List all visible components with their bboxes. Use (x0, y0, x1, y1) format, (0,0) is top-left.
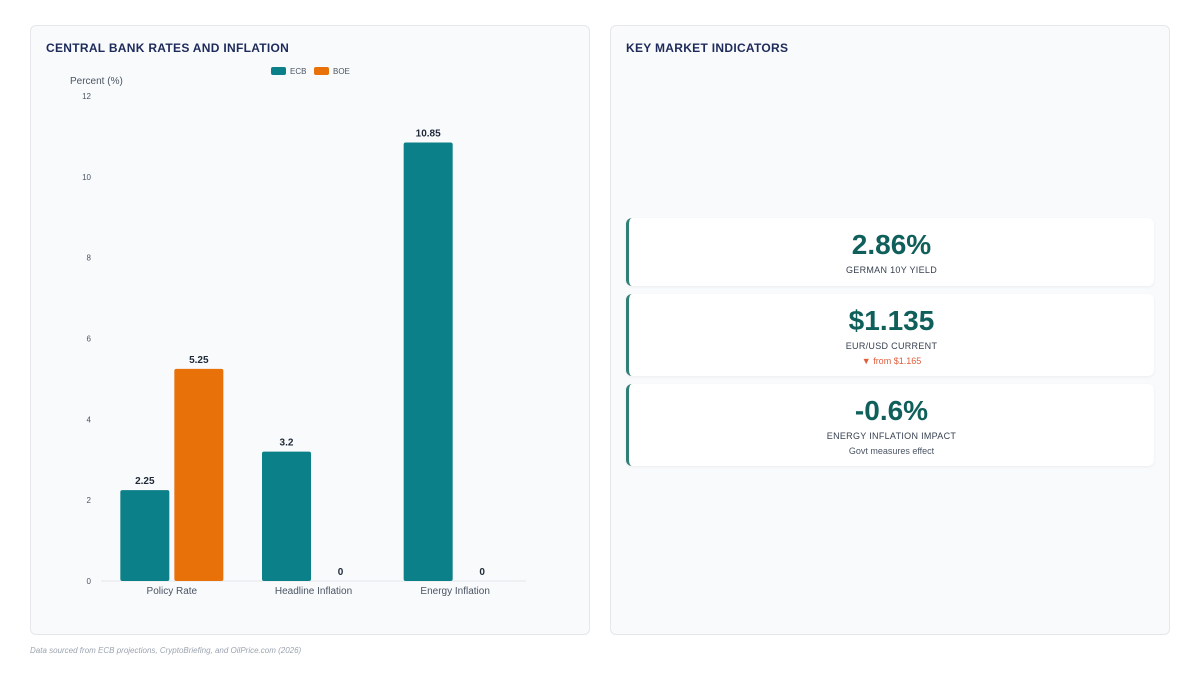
source-note: Data sourced from ECB projections, Crypt… (30, 646, 302, 655)
data-label: 0 (338, 567, 344, 578)
y-tick-label: 6 (87, 335, 92, 344)
kpi-label: EUR/USD CURRENT (845, 341, 938, 351)
x-tick-label: Policy Rate (147, 586, 198, 597)
legend-label-ecb: ECB (290, 67, 306, 76)
y-tick-label: 8 (87, 254, 92, 263)
y-tick-label: 0 (87, 577, 92, 586)
chart-panel: CENTRAL BANK RATES AND INFLATION Percent… (30, 25, 590, 635)
data-label: 2.25 (135, 476, 155, 487)
bar-chart: Percent (%) 0 2 4 6 8 10 12 ECB BOE 2.25 5.25 Policy… (70, 67, 526, 597)
legend-swatch-boe (314, 67, 329, 75)
y-tick-label: 2 (87, 496, 92, 505)
data-label: 0 (479, 567, 485, 578)
kpi-value: $1.135 (848, 305, 935, 336)
bar-ecb (262, 451, 311, 581)
kpi-card-eurusd: $1.135 EUR/USD CURRENT ▼ from $1.165 (626, 294, 1154, 376)
kpi-value: 2.86% (851, 229, 932, 260)
x-tick-label: Headline Inflation (275, 586, 352, 597)
kpi-panel-title: KEY MARKET INDICATORS (626, 41, 789, 55)
legend-swatch-ecb (271, 67, 286, 75)
data-label: 5.25 (189, 355, 209, 366)
x-tick-label: Energy Inflation (420, 586, 490, 597)
kpi-panel: KEY MARKET INDICATORS 2.86% GERMAN 10Y Y… (610, 25, 1170, 635)
legend-label-boe: BOE (333, 67, 350, 76)
y-tick-label: 12 (82, 92, 91, 101)
kpi-label: GERMAN 10Y YIELD (845, 265, 937, 275)
kpi-card-german-yield: 2.86% GERMAN 10Y YIELD (626, 218, 1154, 286)
bar-boe (174, 368, 224, 581)
kpi-value: -0.6% (854, 395, 929, 426)
kpi-card-energy-impact: -0.6% ENERGY INFLATION IMPACT Govt measu… (626, 384, 1154, 466)
chart-title: CENTRAL BANK RATES AND INFLATION (46, 41, 290, 55)
y-tick-label: 10 (82, 173, 91, 182)
y-axis-label: Percent (%) (70, 76, 123, 87)
kpi-note: Govt measures effect (848, 446, 935, 456)
kpi-change-note: ▼ from $1.165 (861, 356, 922, 366)
bar-ecb (120, 490, 170, 581)
bar-ecb (403, 142, 453, 581)
kpi-label: ENERGY INFLATION IMPACT (826, 431, 957, 441)
data-label: 10.85 (416, 128, 441, 139)
y-tick-label: 4 (87, 415, 92, 424)
data-label: 3.2 (280, 438, 294, 449)
